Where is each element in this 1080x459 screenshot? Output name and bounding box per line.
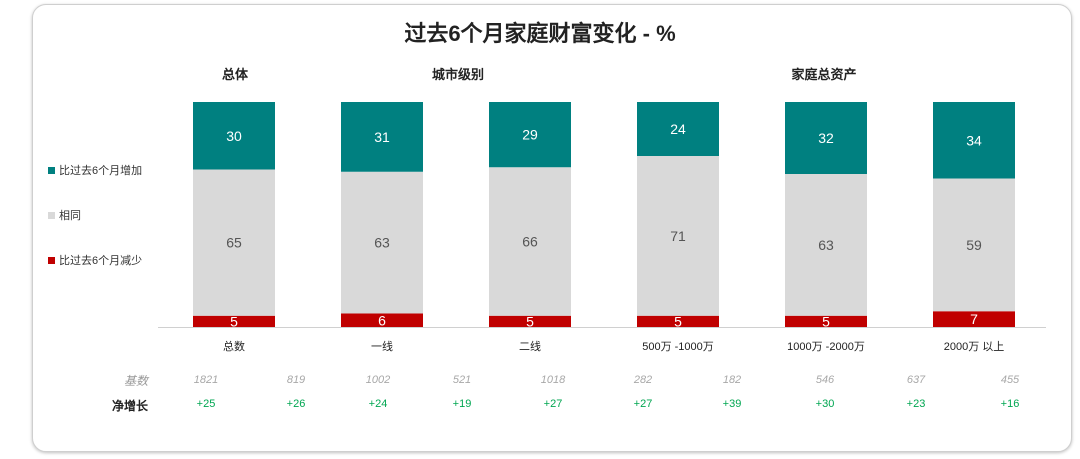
category-label: 1000万 -2000万 — [787, 341, 865, 353]
bar-value-label-decrease: 7 — [970, 311, 978, 327]
net-growth-value: +24 — [368, 398, 388, 410]
section-label-city-tier: 城市级别 — [431, 67, 485, 82]
bar-value-label-decrease: 5 — [822, 313, 830, 329]
base-value: 819 — [286, 374, 306, 386]
bar-segment-decrease — [489, 315, 571, 327]
bar-segment-decrease — [933, 311, 1015, 327]
net-growth-row-label: 净增长 — [111, 399, 148, 413]
category-label: 500万 -1000万 — [642, 341, 714, 353]
legend-swatch-increase — [48, 166, 55, 174]
net-growth-value: +25 — [196, 398, 216, 410]
base-value: 1002 — [365, 374, 391, 386]
net-growth-value: +27 — [633, 398, 653, 410]
bar-segment-same — [785, 174, 867, 316]
bar-segment-increase — [341, 102, 423, 172]
net-growth-value: +16 — [1000, 398, 1020, 410]
bar-segment-decrease — [785, 315, 867, 327]
category-label: 2000万 以上 — [944, 340, 1005, 353]
base-value: 1018 — [540, 374, 566, 386]
bar-value-label-decrease: 5 — [526, 313, 534, 329]
bar-value-label-decrease: 5 — [230, 313, 238, 329]
net-growth-value: +30 — [815, 398, 835, 410]
base-value: 637 — [906, 374, 926, 386]
bar-value-label-increase: 24 — [670, 121, 686, 137]
legend-label-decrease: 比过去6个月减少 — [59, 255, 143, 267]
legend-label-increase: 比过去6个月增加 — [59, 165, 143, 177]
bar-value-label-same: 65 — [226, 235, 242, 251]
net-growth-value: +26 — [286, 398, 306, 410]
bar-segment-same — [637, 156, 719, 316]
bar-segment-decrease — [193, 315, 275, 327]
bar-segment-increase — [193, 102, 275, 170]
bar-value-label-same: 63 — [374, 235, 390, 251]
bar-value-label-same: 71 — [670, 228, 686, 244]
legend-item-increase: 比过去6个月增加 — [48, 162, 142, 178]
base-value: 282 — [633, 374, 653, 386]
base-value: 455 — [1000, 374, 1020, 386]
section-label-overall: 总体 — [221, 67, 249, 82]
bar-value-label-increase: 31 — [374, 129, 390, 145]
bar-segment-increase — [933, 102, 1015, 179]
bar-value-label-decrease: 6 — [378, 312, 386, 328]
bar-value-label-increase: 34 — [966, 132, 982, 148]
base-value: 182 — [722, 374, 742, 386]
bar-value-label-same: 66 — [522, 234, 538, 250]
bar-segment-same — [933, 178, 1015, 312]
bar-segment-decrease — [637, 315, 719, 327]
section-label-household-assets: 家庭总资产 — [791, 67, 857, 82]
chart-title: 过去6个月家庭财富变化 - % — [404, 21, 676, 46]
bar-segment-increase — [785, 102, 867, 174]
net-growth-value: +19 — [452, 398, 472, 410]
base-value: 546 — [815, 374, 835, 386]
base-value: 521 — [452, 374, 472, 386]
bar-value-label-same: 63 — [818, 237, 834, 253]
bar-value-label-increase: 32 — [818, 130, 834, 146]
legend-swatch-same — [48, 211, 55, 219]
category-label: 总数 — [223, 339, 245, 353]
bar-value-label-increase: 29 — [522, 127, 538, 143]
bar-segment-decrease — [341, 313, 423, 327]
net-growth-value: +23 — [906, 398, 926, 410]
bar-segment-increase — [489, 102, 571, 168]
bar-segment-same — [341, 171, 423, 314]
base-value: 1821 — [193, 374, 219, 386]
bar-value-label-same: 59 — [966, 237, 982, 253]
legend-item-same: 相同 — [48, 207, 81, 223]
base-row-label: 基数 — [123, 374, 148, 388]
net-growth-value: +39 — [722, 398, 742, 410]
category-label: 二线 — [519, 339, 541, 353]
legend-item-decrease: 比过去6个月减少 — [48, 252, 142, 268]
bar-value-label-decrease: 5 — [674, 313, 682, 329]
bar-segment-same — [193, 169, 275, 316]
legend-label-same: 相同 — [59, 210, 81, 222]
net-growth-value: +27 — [543, 398, 563, 410]
category-label: 一线 — [371, 339, 393, 353]
bar-value-label-increase: 30 — [226, 128, 242, 144]
bar-segment-same — [489, 167, 571, 316]
bar-segment-increase — [637, 102, 719, 156]
legend-swatch-decrease — [48, 256, 55, 264]
